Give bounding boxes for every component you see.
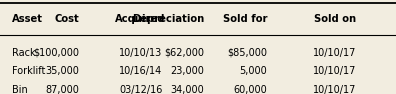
- Text: Depreciation: Depreciation: [132, 14, 204, 24]
- Text: 10/10/17: 10/10/17: [313, 48, 356, 58]
- Text: 10/10/17: 10/10/17: [313, 66, 356, 76]
- Text: 03/12/16: 03/12/16: [119, 85, 162, 94]
- Text: 34,000: 34,000: [170, 85, 204, 94]
- Text: $62,000: $62,000: [164, 48, 204, 58]
- Text: 35,000: 35,000: [45, 66, 79, 76]
- Text: 60,000: 60,000: [234, 85, 267, 94]
- Text: 10/10/17: 10/10/17: [313, 85, 356, 94]
- Text: Rack: Rack: [12, 48, 36, 58]
- Text: Asset: Asset: [12, 14, 43, 24]
- Text: Forklift: Forklift: [12, 66, 45, 76]
- Text: $100,000: $100,000: [33, 48, 79, 58]
- Text: Sold on: Sold on: [314, 14, 356, 24]
- Text: 23,000: 23,000: [170, 66, 204, 76]
- Text: Cost: Cost: [55, 14, 79, 24]
- Text: 10/16/14: 10/16/14: [119, 66, 162, 76]
- Text: Bin: Bin: [12, 85, 28, 94]
- Text: $85,000: $85,000: [227, 48, 267, 58]
- Text: Acquired: Acquired: [115, 14, 166, 24]
- Text: Sold for: Sold for: [223, 14, 267, 24]
- Text: 5,000: 5,000: [240, 66, 267, 76]
- Text: 10/10/13: 10/10/13: [119, 48, 162, 58]
- Text: 87,000: 87,000: [45, 85, 79, 94]
